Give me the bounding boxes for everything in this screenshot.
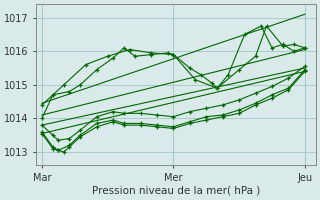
X-axis label: Pression niveau de la mer( hPa ): Pression niveau de la mer( hPa )	[92, 186, 260, 196]
